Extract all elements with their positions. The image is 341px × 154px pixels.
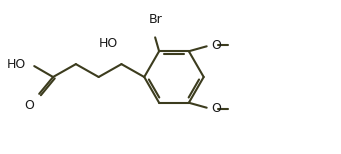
Text: O: O bbox=[24, 99, 34, 112]
Text: HO: HO bbox=[7, 58, 26, 71]
Text: HO: HO bbox=[99, 37, 118, 50]
Text: O: O bbox=[212, 102, 222, 115]
Text: O: O bbox=[212, 39, 222, 52]
Text: Br: Br bbox=[149, 14, 163, 26]
